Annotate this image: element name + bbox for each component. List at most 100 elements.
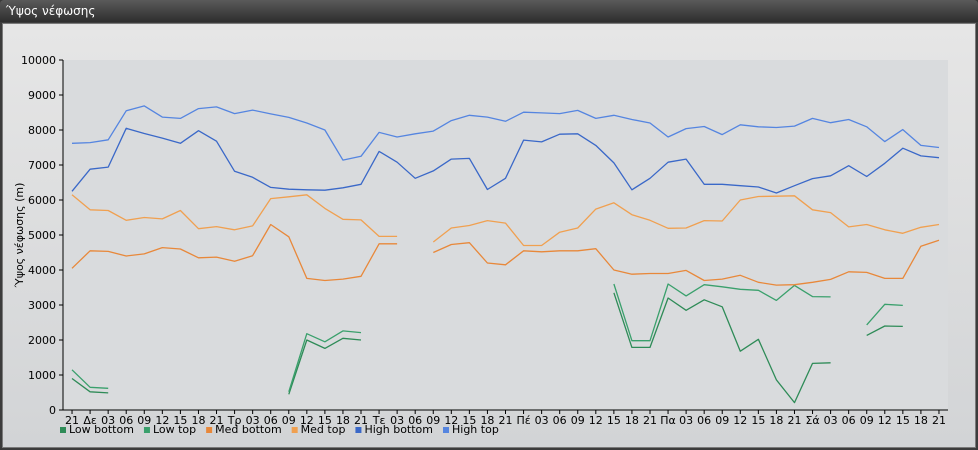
- x-tick-label: 15: [751, 414, 765, 427]
- x-tick-label: 18: [914, 414, 928, 427]
- x-tick-label: 18: [480, 414, 494, 427]
- series-med-top: [71, 194, 940, 247]
- y-axis: 0 1000 2000 3000 4000 5000 6000 7000 8000 9000 100…: [21, 54, 64, 417]
- x-tick-label: 15: [318, 414, 332, 427]
- x-tick-label: 06: [264, 414, 278, 427]
- x-tick-label: 15: [896, 414, 910, 427]
- y-tick-label: 9000: [28, 89, 56, 102]
- legend-label: Low top: [153, 423, 196, 436]
- plot-background: [63, 60, 948, 410]
- series-low-bottom: [71, 292, 903, 404]
- y-tick-label: 8000: [28, 124, 56, 137]
- legend-item[interactable]: Low top: [143, 423, 196, 436]
- legend-swatch: [443, 427, 449, 433]
- series-line: [288, 330, 362, 392]
- x-tick-label: 09: [426, 414, 440, 427]
- x-tick-label: 18: [191, 414, 205, 427]
- series-line: [432, 195, 940, 247]
- y-tick-label: 0: [49, 404, 56, 417]
- x-axis: 21 Δε 03 06 09 12 15 18 21 Τρ 03 06 09 12 15 18 21 Τε 03 06…: [63, 409, 948, 427]
- series-layer: [71, 105, 940, 404]
- series-low-top: [71, 283, 903, 392]
- x-tick-label: Τρ: [227, 414, 242, 427]
- x-tick-label: 06: [553, 414, 567, 427]
- x-tick-label: 12: [733, 414, 747, 427]
- y-tick-label: 5000: [28, 229, 56, 242]
- series-line: [866, 303, 903, 326]
- series-line: [71, 105, 940, 161]
- legend-swatch: [291, 427, 298, 433]
- series-med-bottom: [71, 223, 940, 286]
- x-tick-label: Πα: [660, 414, 676, 427]
- x-tick-label: 21: [499, 414, 513, 427]
- x-tick-label: 06: [842, 414, 856, 427]
- x-tick-label: 15: [462, 414, 476, 427]
- x-tick-label: 12: [155, 414, 169, 427]
- y-tick-label: 6000: [28, 194, 56, 207]
- x-tick-label: 03: [535, 414, 549, 427]
- series-line: [866, 325, 903, 336]
- legend-label: Med top: [301, 423, 346, 436]
- legend-item[interactable]: Med top: [291, 423, 346, 436]
- x-tick-label: 18: [625, 414, 639, 427]
- x-tick-label: 12: [444, 414, 458, 427]
- y-axis-label: Ύψος νέφωσης (m): [13, 183, 26, 289]
- legend-label: Low bottom: [69, 423, 134, 436]
- legend-item[interactable]: Low bottom: [60, 423, 134, 436]
- series-high-top: [71, 105, 940, 161]
- x-tick-label: 09: [715, 414, 729, 427]
- x-tick-label: Σά: [805, 414, 819, 427]
- x-tick-label: 03: [390, 414, 404, 427]
- x-tick-label: 03: [679, 414, 693, 427]
- x-tick-label: Τε: [372, 414, 386, 427]
- legend-item[interactable]: Med bottom: [206, 423, 282, 436]
- y-tick-label: 10000: [21, 54, 56, 67]
- series-line: [71, 377, 109, 394]
- series-line: [71, 369, 109, 389]
- series-line: [71, 127, 940, 194]
- legend-label: High top: [452, 423, 499, 436]
- x-tick-label: Δε: [83, 414, 97, 427]
- legend-label: Med bottom: [215, 423, 282, 436]
- x-tick-label: 09: [571, 414, 585, 427]
- legend-swatch: [60, 427, 66, 433]
- y-tick-label: 4000: [28, 264, 56, 277]
- legend: Low bottom Low top Med bottom Med top High b…: [60, 423, 499, 436]
- x-tick-label: 03: [246, 414, 260, 427]
- y-tick-label: 2000: [28, 334, 56, 347]
- series-high-bottom: [71, 127, 940, 194]
- x-tick-label: 21: [65, 414, 79, 427]
- series-line: [613, 292, 831, 404]
- legend-item[interactable]: High bottom: [355, 423, 433, 436]
- x-tick-label: 21: [643, 414, 657, 427]
- x-tick-label: 09: [860, 414, 874, 427]
- x-tick-label: 12: [589, 414, 603, 427]
- series-line: [288, 337, 362, 395]
- x-tick-label: 21: [787, 414, 801, 427]
- y-tick-label: 3000: [28, 299, 56, 312]
- x-tick-label: 09: [137, 414, 151, 427]
- x-tick-label: 18: [769, 414, 783, 427]
- x-tick-label: 15: [607, 414, 621, 427]
- y-tick-label: 7000: [28, 159, 56, 172]
- x-tick-label: 15: [173, 414, 187, 427]
- x-tick-label: Πέ: [516, 414, 530, 427]
- x-tick-label: 03: [824, 414, 838, 427]
- x-tick-label: 03: [101, 414, 115, 427]
- x-tick-label: 06: [408, 414, 422, 427]
- x-tick-label: 06: [119, 414, 133, 427]
- legend-swatch: [143, 427, 150, 433]
- series-line: [71, 223, 398, 282]
- legend-item[interactable]: High top: [443, 423, 499, 436]
- x-tick-label: 12: [878, 414, 892, 427]
- x-tick-label: 18: [336, 414, 350, 427]
- window-title: Ύψος νέφωσης: [0, 0, 978, 22]
- legend-swatch: [206, 427, 213, 433]
- x-tick-label: 21: [354, 414, 368, 427]
- x-tick-label: 21: [932, 414, 946, 427]
- series-line: [433, 239, 940, 286]
- legend-swatch: [355, 427, 362, 433]
- x-tick-label: 06: [697, 414, 711, 427]
